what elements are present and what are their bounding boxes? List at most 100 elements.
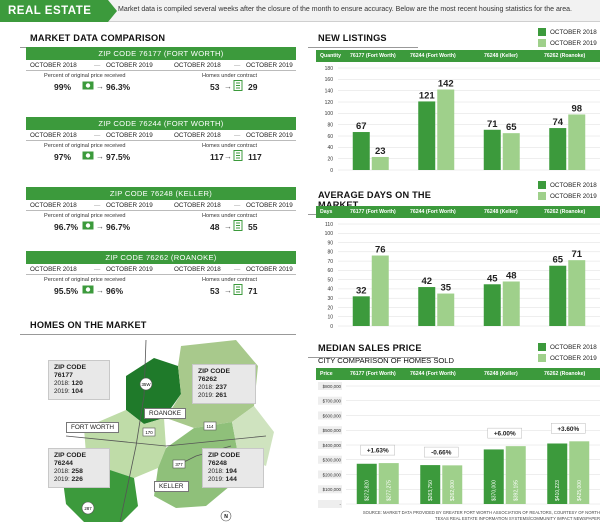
change-badge [551, 423, 586, 434]
bar-value-label: 71 [487, 119, 498, 130]
bar [568, 260, 586, 326]
new-listings-title: NEW LISTINGS [308, 33, 418, 48]
homes-2018-value: 117 [210, 152, 224, 162]
y-tick-label: 60 [327, 268, 333, 274]
bar [502, 133, 520, 170]
chart-category-label: 76244 (Fort Worth) [410, 53, 456, 59]
tick-box [318, 411, 342, 420]
y-tick-label: $600,000 [323, 413, 342, 418]
month-label: OCTOBER 2018 [174, 62, 221, 69]
bar [371, 156, 389, 170]
dash: — [94, 62, 101, 69]
y-tick-label: 120 [325, 100, 334, 106]
y-tick-label: $200,000 [323, 472, 342, 477]
tick-box [318, 396, 342, 405]
dash: — [234, 132, 241, 139]
bar [568, 114, 586, 170]
dash: — [94, 132, 101, 139]
price-received-label: Percent of original price received [44, 73, 126, 79]
contract-icon [233, 220, 243, 231]
y-tick-label: $800,000 [323, 384, 342, 389]
chart-header-label: Price [320, 371, 333, 377]
contract-icon [233, 150, 243, 161]
arrow-icon: → [96, 286, 104, 295]
y-tick-label: $500,000 [323, 428, 342, 433]
dash: — [234, 266, 241, 273]
bar-value-label: $425,000 [577, 480, 583, 501]
bar [483, 284, 501, 326]
bar [569, 441, 590, 504]
arrow-icon: → [224, 286, 232, 295]
legend-2018: OCTOBER 2018 [538, 28, 597, 36]
month-label: OCTOBER 2018 [174, 132, 221, 139]
map-road [65, 435, 267, 447]
road-marker [172, 459, 186, 469]
arrow-icon: → [224, 82, 232, 91]
change-badge [360, 444, 395, 456]
road-marker [142, 427, 156, 437]
arrow-icon: → [224, 152, 232, 161]
map-region-76177 [126, 358, 181, 424]
homes-under-contract-label: Homes under contract [202, 73, 258, 79]
city-label-keller: KELLER [154, 481, 189, 492]
month-label: OCTOBER 2019 [106, 132, 153, 139]
price-2019-value: 96.7% [106, 222, 131, 232]
callout-76262: ZIP CODE 76262 2018: 237 2019: 261 [192, 364, 256, 404]
homes-on-market-title: HOMES ON THE MARKET [20, 320, 296, 335]
zip-panel-title: ZIP CODE 76248 (KELLER) [26, 187, 296, 200]
bar [356, 463, 377, 504]
y-tick-label: 20 [327, 156, 333, 162]
legend-2018: OCTOBER 2018 [538, 343, 597, 351]
y-tick-label: $400,000 [323, 443, 342, 448]
road-label: 35W [141, 382, 151, 387]
bar [437, 293, 455, 326]
bar-value-label: 74 [552, 117, 563, 128]
road-marker [139, 377, 153, 391]
bar-value-label: 98 [571, 103, 582, 114]
callout-76248: ZIP CODE 76248 2018: 194 2019: 144 [202, 448, 264, 488]
legend-swatch [538, 39, 546, 47]
arrow-icon: → [96, 222, 104, 231]
y-tick-label: 40 [327, 145, 333, 151]
change-badge [487, 427, 522, 439]
tick-box [318, 455, 342, 464]
legend-2019: OCTOBER 2019 [538, 39, 597, 47]
price-2018-value: 97% [54, 152, 72, 162]
month-label: OCTOBER 2019 [246, 132, 293, 139]
dash: — [94, 202, 101, 209]
month-label: OCTOBER 2018 [30, 62, 77, 69]
price-2019-value: 96.3% [106, 82, 131, 92]
dash: — [234, 202, 241, 209]
bar [549, 128, 567, 170]
bar-value-label: 76 [375, 245, 386, 256]
area-map: 35W 170 114 377 287 N ZIP CODE 76177 201… [26, 336, 296, 524]
zip-panel: ZIP CODE 76248 (KELLER) OCTOBER 2018— OCTO… [26, 187, 296, 249]
bar [547, 443, 568, 504]
y-tick-label: 60 [327, 134, 333, 140]
month-label: OCTOBER 2018 [30, 132, 77, 139]
price-received-label: Percent of original price received [44, 143, 126, 149]
bar-value-label: $392,195 [514, 480, 520, 501]
bar-value-label: $410,223 [555, 480, 561, 501]
y-tick-label: - [340, 502, 342, 507]
month-label: OCTOBER 2019 [106, 62, 153, 69]
legend-swatch [538, 181, 546, 189]
tick-box [318, 441, 342, 449]
money-icon [82, 221, 94, 230]
contract-icon [233, 80, 243, 91]
y-tick-label: 140 [325, 88, 334, 94]
chart-category-label: 76262 (Roanoke) [544, 209, 586, 215]
road-label: 377 [175, 462, 183, 467]
bar [420, 465, 441, 504]
bar [418, 101, 436, 170]
chart-category-label: 76244 (Fort Worth) [410, 209, 456, 215]
north-label: N [224, 514, 228, 520]
month-label: OCTOBER 2019 [246, 266, 293, 273]
header-note: Market data is compiled several weeks af… [118, 6, 572, 13]
month-label: OCTOBER 2019 [106, 266, 153, 273]
source-note: SOURCE: MARKET DATA PROVIDED BY GREATER … [362, 510, 600, 521]
y-tick-label: 80 [327, 122, 333, 128]
bar [505, 446, 526, 504]
avg-days-chart: Days 76177 (Fort Worth) 76244 (Fort Worth)… [316, 206, 600, 332]
